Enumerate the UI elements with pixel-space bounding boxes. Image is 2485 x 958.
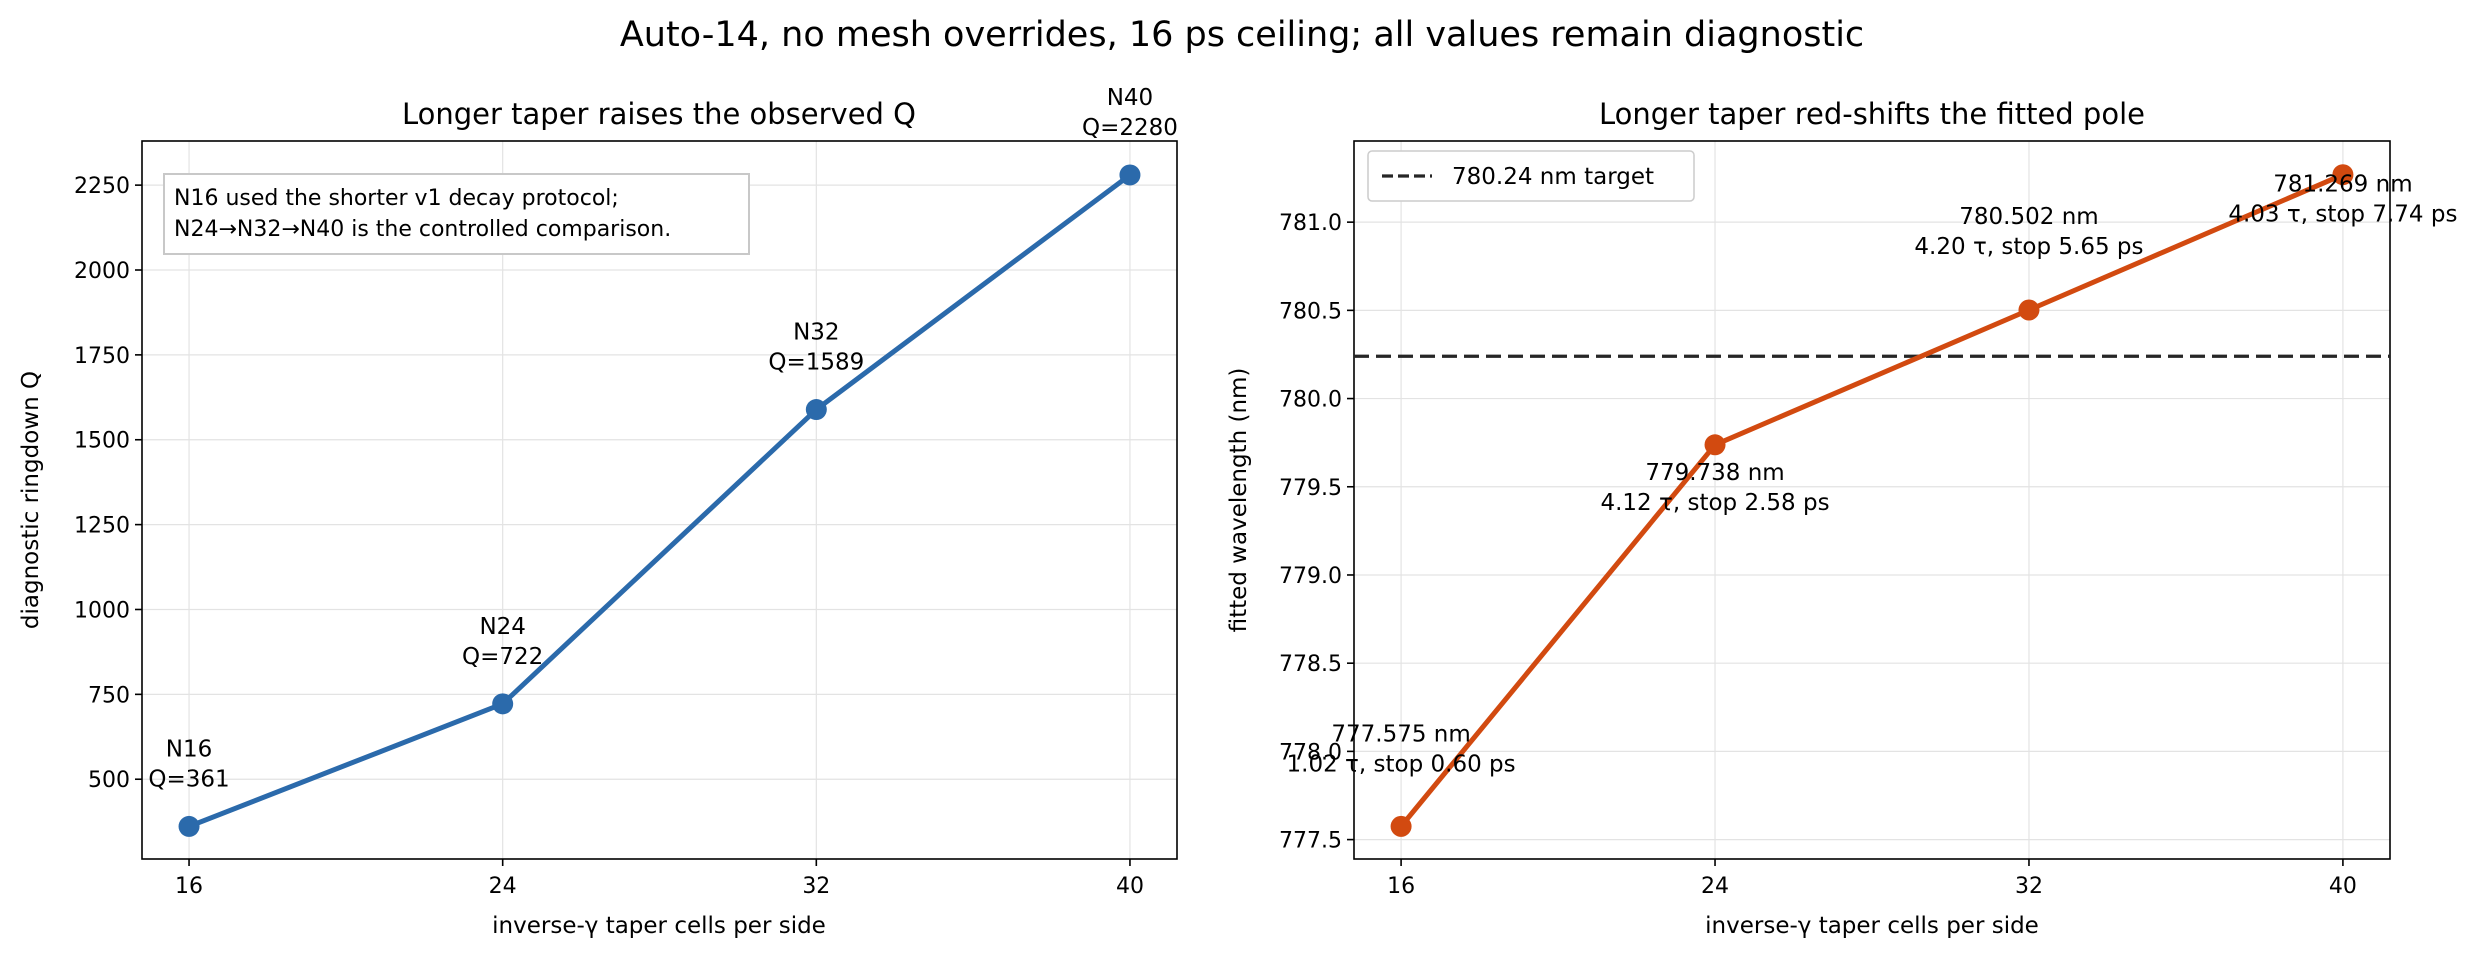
right-point-label: 780.502 nm	[1959, 204, 2098, 230]
right-legend: 780.24 nm target	[1367, 150, 1695, 202]
right-y-tick-label: 777.5	[1279, 829, 1342, 854]
left-series	[178, 164, 1141, 837]
left-y-tick-label: 1500	[74, 429, 130, 454]
left-chart-panel: Longer taper raises the observed Q 16 24 3…	[18, 85, 1178, 939]
right-y-tick-label: 781.0	[1279, 211, 1342, 236]
right-point-label: 1.02 τ, stop 0.60 ps	[1287, 751, 1516, 777]
right-x-tick-label: 16	[1387, 874, 1415, 899]
legend-label: 780.24 nm target	[1452, 164, 1654, 190]
left-ticks: 16 24 32 40 500 750 1000 1250 1500 1750 2000 2250	[74, 174, 1144, 899]
figure-suptitle: Auto-14, no mesh overrides, 16 ps ceilin…	[620, 15, 1864, 55]
left-point-label: N40	[1107, 85, 1153, 111]
left-x-tick-label: 40	[1116, 874, 1144, 899]
left-point-label: N24	[479, 614, 525, 640]
right-grid	[1354, 141, 2390, 859]
right-y-tick-label: 779.0	[1279, 564, 1342, 589]
left-data-point	[805, 399, 827, 421]
left-point-label: Q=722	[462, 644, 543, 670]
right-y-tick-label: 778.0	[1279, 740, 1342, 765]
left-y-axis-label: diagnostic ringdown Q	[18, 371, 44, 629]
right-y-tick-label: 778.5	[1279, 652, 1342, 677]
left-annotation-box: N16 used the shorter v1 decay protocol; …	[163, 173, 750, 255]
left-y-tick-label: 1250	[74, 514, 130, 539]
right-x-axis-label: inverse-γ taper cells per side	[1705, 913, 2039, 939]
annotation-box-line-1: N16 used the shorter v1 decay protocol;	[174, 186, 619, 211]
left-x-axis-label: inverse-γ taper cells per side	[492, 913, 826, 939]
left-data-point	[492, 693, 514, 715]
left-data-point	[178, 815, 200, 837]
right-y-tick-label: 779.5	[1279, 476, 1342, 501]
right-series	[1390, 164, 2354, 837]
right-series-line	[1399, 172, 2344, 828]
right-y-tick-label: 780.5	[1279, 299, 1342, 324]
left-plot-frame	[141, 140, 1178, 860]
left-chart-title: Longer taper raises the observed Q	[402, 97, 916, 131]
right-point-label: 779.738 nm	[1645, 460, 1784, 486]
right-point-labels: 777.575 nm 1.02 τ, stop 0.60 ps 779.738 nm…	[1287, 172, 2458, 778]
right-data-point	[2332, 164, 2354, 186]
left-point-label: N16	[166, 736, 212, 762]
left-y-tick-label: 2000	[74, 259, 130, 284]
right-chart-title: Longer taper red-shifts the fitted pole	[1599, 97, 2145, 131]
left-data-point	[1119, 164, 1141, 186]
left-y-tick-label: 1000	[74, 598, 130, 623]
right-data-point	[1704, 434, 1726, 456]
left-y-tick-label: 2250	[74, 174, 130, 199]
left-series-line	[188, 172, 1132, 829]
left-y-tick-label: 1750	[74, 344, 130, 369]
right-x-tick-label: 32	[2015, 874, 2043, 899]
left-y-tick-label: 500	[88, 768, 130, 793]
right-x-tick-label: 40	[2329, 874, 2357, 899]
right-chart-panel: Longer taper red-shifts the fitted pole …	[1226, 97, 2457, 939]
right-data-point	[1390, 815, 1412, 837]
right-ticks: 16 24 32 40 777.5 778.0 778.5 779.0 779.5 780.0 78…	[1279, 211, 2357, 899]
right-data-point	[2018, 299, 2040, 321]
right-point-label: 777.575 nm	[1331, 721, 1470, 747]
right-y-axis-label: fitted wavelength (nm)	[1226, 368, 1252, 633]
right-point-label: 781.269 nm	[2273, 172, 2412, 198]
right-y-tick-label: 780.0	[1279, 388, 1342, 413]
left-x-tick-label: 16	[175, 874, 203, 899]
left-x-tick-label: 24	[489, 874, 517, 899]
left-point-label: Q=2280	[1082, 115, 1178, 141]
left-x-tick-label: 32	[802, 874, 830, 899]
right-point-label: 4.20 τ, stop 5.65 ps	[1914, 234, 2143, 260]
left-y-tick-label: 750	[88, 683, 130, 708]
left-point-label: N32	[793, 320, 839, 346]
right-x-tick-label: 24	[1701, 874, 1729, 899]
right-point-label: 4.12 τ, stop 2.58 ps	[1600, 490, 1829, 516]
annotation-box-line-2: N24→N32→N40 is the controlled comparison…	[174, 217, 671, 242]
left-point-label: Q=1589	[768, 350, 864, 376]
right-plot-frame	[1353, 140, 2391, 860]
right-point-label: 4.03 τ, stop 7.74 ps	[2228, 202, 2457, 228]
left-point-label: Q=361	[148, 766, 229, 792]
left-point-labels: N16 Q=361 N24 Q=722 N32 Q=1589 N40 Q=2280	[148, 85, 1178, 792]
